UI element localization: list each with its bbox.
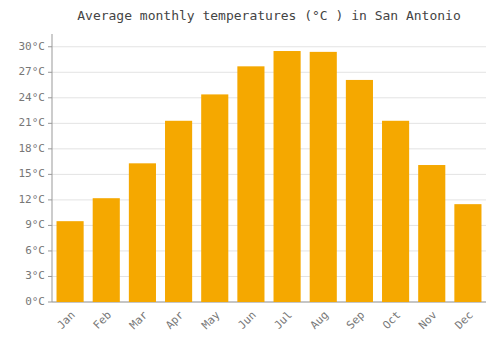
- bar: [57, 221, 84, 302]
- tick-label: 3°C: [25, 269, 45, 282]
- bar: [165, 121, 192, 302]
- tick-label: 15°C: [19, 167, 46, 180]
- grid-line: [52, 46, 486, 47]
- grid-line: [52, 123, 486, 124]
- bar: [418, 165, 445, 302]
- tick-label: 6°C: [25, 244, 45, 257]
- tick-label: 0°C: [25, 295, 45, 308]
- tick-mark: [48, 97, 52, 98]
- tick-label: Sep: [344, 309, 367, 332]
- x-axis: Jan Feb Mar Apr May Jun Jul Aug Sep Oct Nov Dec: [55, 308, 476, 332]
- y-axis: 0°C 3°C 6°C 9°C 12°C 15°C 18°C 21°C 24°C 27°C 30°C: [19, 34, 487, 308]
- tick-label: 24°C: [19, 91, 46, 104]
- tick-label: Dec: [452, 309, 475, 332]
- tick-mark: [48, 276, 52, 277]
- tick-label: 27°C: [19, 65, 46, 78]
- grid: [52, 47, 486, 302]
- bar: [382, 121, 409, 302]
- tick-label: 9°C: [25, 218, 45, 231]
- bar: [93, 198, 120, 302]
- tick-label: 18°C: [19, 142, 46, 155]
- tick-label: May: [199, 308, 223, 332]
- grid-line: [52, 148, 486, 149]
- bars: [57, 51, 482, 302]
- grid-line: [52, 72, 486, 73]
- bar: [274, 51, 301, 302]
- bar: [201, 94, 228, 302]
- bar: [454, 204, 481, 302]
- bar: [237, 66, 264, 302]
- tick-mark: [48, 302, 52, 303]
- tick-label: Apr: [163, 308, 187, 332]
- tick-mark: [48, 225, 52, 226]
- tick-label: Feb: [91, 309, 114, 332]
- tick-label: Jan: [55, 309, 78, 332]
- tick-mark: [48, 174, 52, 175]
- tick-mark: [48, 123, 52, 124]
- tick-label: 30°C: [19, 40, 46, 53]
- tick-label: Aug: [308, 309, 331, 332]
- tick-mark: [48, 46, 52, 47]
- tick-label: Nov: [416, 308, 440, 332]
- chart: Average monthly temperatures (°C ) in Sa…: [0, 0, 500, 350]
- tick-label: Jun: [235, 309, 258, 332]
- tick-mark: [48, 148, 52, 149]
- tick-mark: [48, 250, 52, 251]
- bar: [310, 52, 337, 302]
- bar: [129, 163, 156, 302]
- tick-label: Jul: [272, 309, 295, 332]
- tick-label: Oct: [380, 309, 403, 332]
- tick-label: 12°C: [19, 193, 46, 206]
- tick-mark: [48, 199, 52, 200]
- axis-line: [52, 34, 53, 302]
- tick-mark: [48, 72, 52, 73]
- grid-line: [52, 97, 486, 98]
- title: Average monthly temperatures (°C ) in Sa…: [77, 8, 461, 23]
- tick-label: 21°C: [19, 116, 46, 129]
- tick-label: Mar: [127, 308, 151, 332]
- bar: [346, 80, 373, 302]
